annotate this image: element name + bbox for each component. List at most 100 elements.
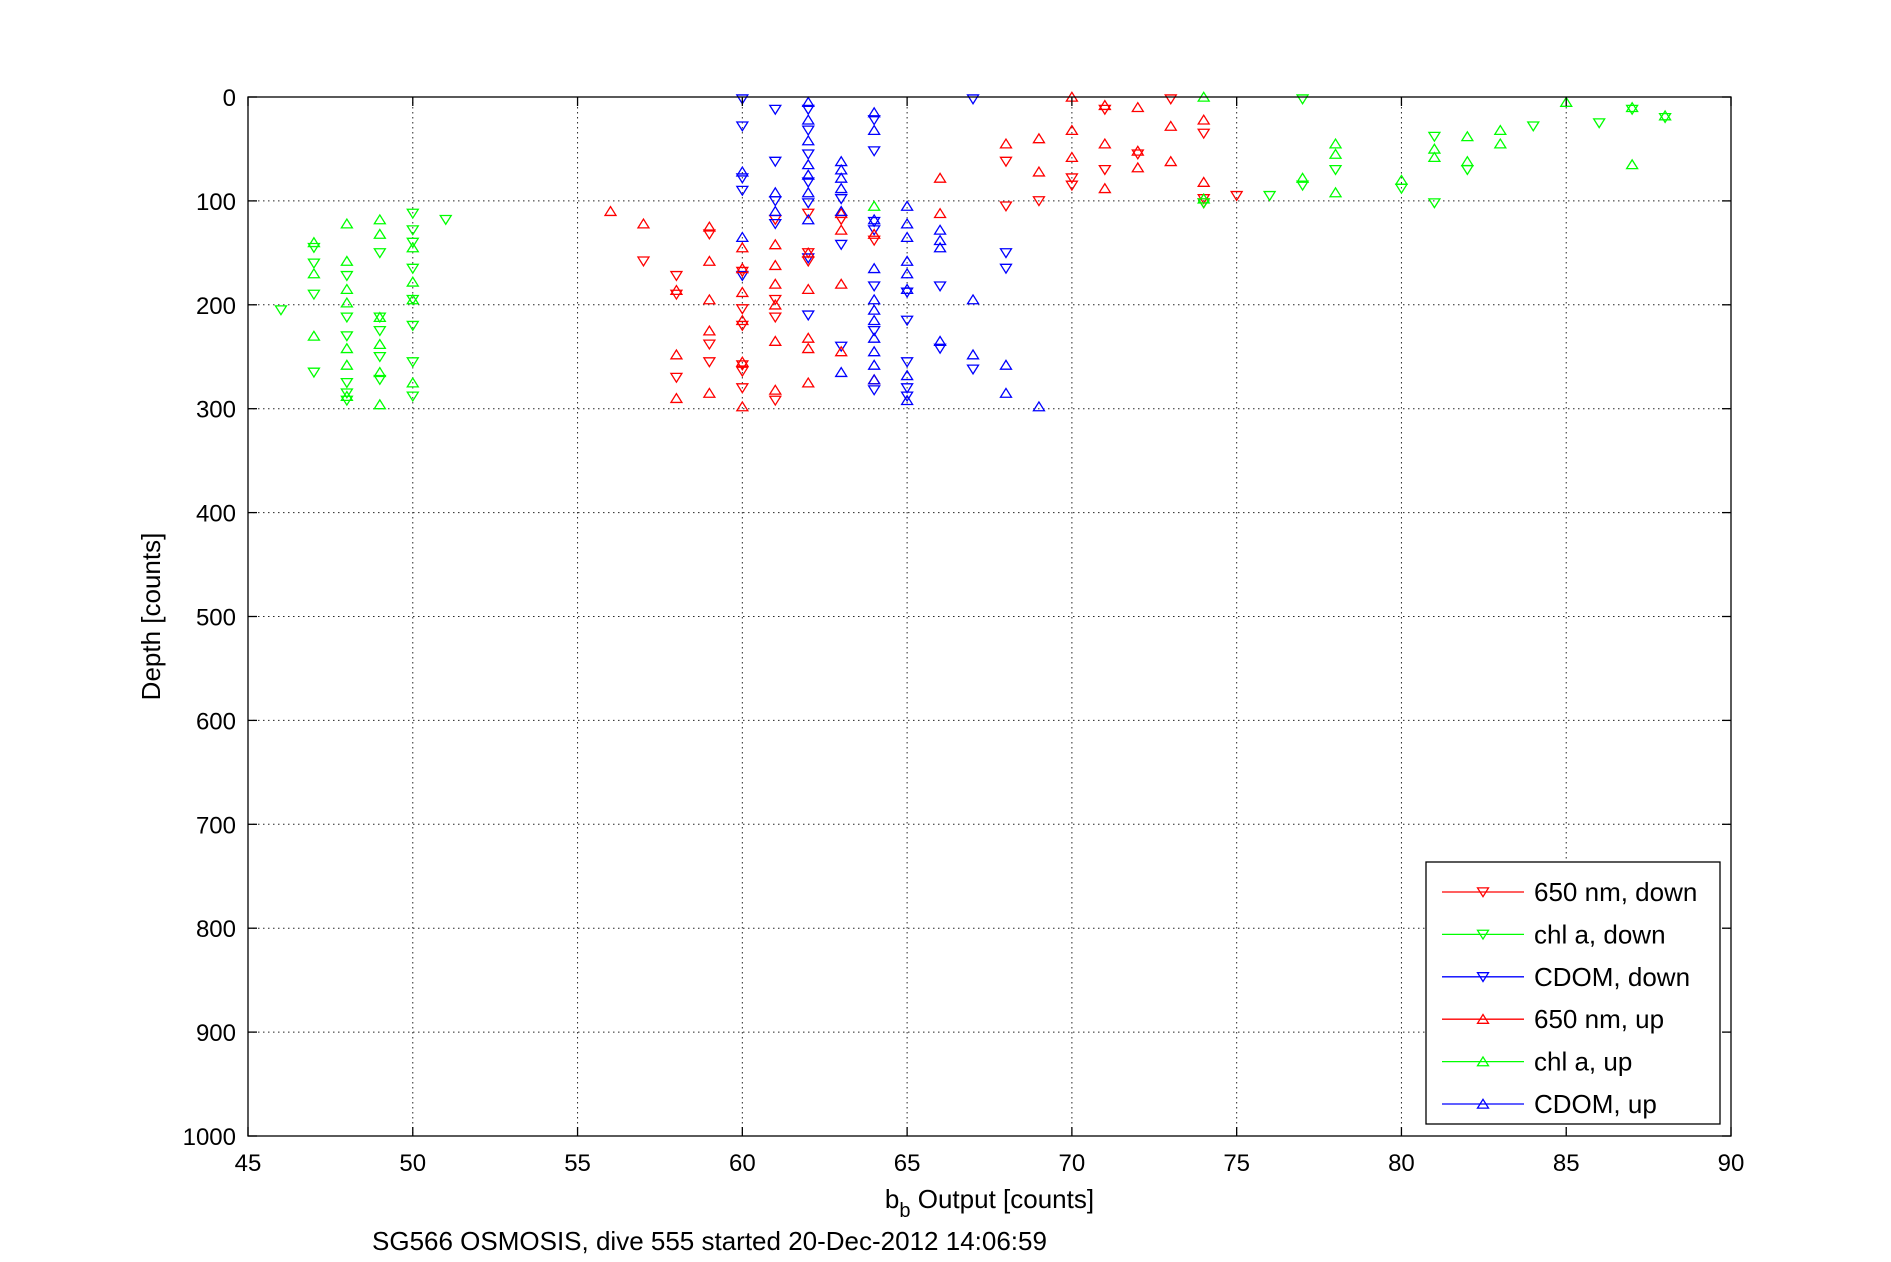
- data-point: [340, 217, 354, 229]
- data-point: [900, 383, 914, 394]
- y-axis-label: Depth [counts]: [136, 533, 166, 701]
- data-point: [933, 224, 947, 235]
- data-point: [702, 339, 717, 351]
- x-tick-label: 75: [1223, 1150, 1250, 1177]
- data-point: [768, 278, 782, 289]
- data-point: [999, 156, 1013, 168]
- data-point: [768, 205, 782, 217]
- legend-entry: chl a, down: [1442, 919, 1666, 949]
- data-point: [801, 186, 815, 198]
- data-point: [999, 359, 1013, 370]
- data-point: [834, 194, 848, 205]
- data-point: [373, 338, 387, 350]
- data-point: [801, 96, 815, 107]
- data-point: [834, 239, 848, 251]
- data-point: [801, 125, 815, 137]
- data-point: [801, 113, 815, 125]
- data-point: [735, 94, 750, 105]
- data-point: [867, 200, 881, 211]
- data-point: [867, 228, 881, 239]
- data-point: [867, 235, 881, 247]
- data-point: [1032, 165, 1046, 177]
- data-point: [768, 395, 782, 407]
- data-point: [735, 165, 750, 177]
- data-point: [1032, 132, 1046, 144]
- data-point: [867, 385, 881, 396]
- data-point: [307, 258, 321, 270]
- data-point: [768, 104, 782, 116]
- data-point: [801, 246, 815, 258]
- data-point: [340, 359, 354, 370]
- series-group: [603, 91, 1211, 412]
- data-point: [1262, 190, 1277, 202]
- data-point: [801, 158, 815, 170]
- data-point: [801, 213, 815, 225]
- data-point: [801, 310, 815, 322]
- legend-marker: [1476, 1098, 1490, 1109]
- data-point: [867, 304, 881, 315]
- data-point: [1164, 120, 1178, 131]
- data-point: [406, 208, 420, 220]
- data-point: [735, 314, 750, 326]
- data-point: [1065, 124, 1079, 136]
- data-point: [669, 392, 684, 404]
- data-point: [1065, 151, 1079, 163]
- data-point: [900, 283, 914, 294]
- data-point: [406, 241, 420, 253]
- x-tick-label: 80: [1388, 1150, 1415, 1177]
- y-tick-label: 200: [196, 293, 236, 320]
- data-point: [867, 373, 881, 385]
- data-point: [669, 348, 684, 360]
- y-tick-label: 100: [196, 189, 236, 216]
- data-point: [768, 384, 782, 395]
- data-point: [1065, 173, 1079, 184]
- data-point: [966, 348, 980, 360]
- legend-entry: CDOM, down: [1442, 962, 1690, 992]
- y-tick-label: 0: [223, 85, 236, 112]
- data-point: [1328, 148, 1343, 159]
- legend-label: chl a, down: [1534, 919, 1666, 949]
- data-point: [900, 369, 914, 381]
- data-point: [340, 296, 354, 308]
- legend-marker: [1476, 1055, 1490, 1067]
- data-point: [1427, 198, 1442, 209]
- data-point: [307, 289, 321, 301]
- data-point: [801, 169, 815, 180]
- data-point: [801, 342, 815, 354]
- data-point: [867, 225, 881, 236]
- y-tick-label: 500: [196, 605, 236, 632]
- data-point: [735, 360, 750, 371]
- data-point: [373, 325, 387, 337]
- data-point: [1098, 137, 1112, 149]
- data-point: [340, 255, 354, 266]
- data-point: [735, 270, 750, 282]
- data-point: [1164, 155, 1178, 167]
- data-point: [768, 186, 782, 198]
- data-point: [735, 356, 750, 367]
- legend-label: CDOM, up: [1534, 1089, 1657, 1119]
- legend-entry: 650 nm, down: [1442, 877, 1697, 907]
- legend-entry: 650 nm, up: [1442, 1004, 1664, 1034]
- legend-marker: [1476, 929, 1490, 941]
- data-point: [1295, 180, 1310, 192]
- data-point: [1625, 101, 1639, 113]
- data-point: [867, 106, 881, 118]
- data-point: [1164, 94, 1178, 105]
- data-point: [1625, 104, 1639, 116]
- data-point: [933, 172, 947, 183]
- data-point: [1197, 176, 1211, 187]
- data-point: [702, 255, 717, 266]
- y-tick-label: 900: [196, 1020, 236, 1047]
- series-group: [735, 96, 1046, 412]
- data-point: [406, 237, 420, 249]
- data-point: [966, 364, 980, 376]
- x-tick-label: 65: [894, 1150, 921, 1177]
- data-point: [801, 283, 815, 294]
- x-axis-label-main: b: [885, 1184, 899, 1214]
- data-point: [702, 324, 717, 336]
- data-point: [669, 372, 684, 384]
- data-point: [1328, 186, 1343, 198]
- data-point: [702, 357, 717, 368]
- data-point: [900, 315, 914, 327]
- data-point: [406, 320, 420, 332]
